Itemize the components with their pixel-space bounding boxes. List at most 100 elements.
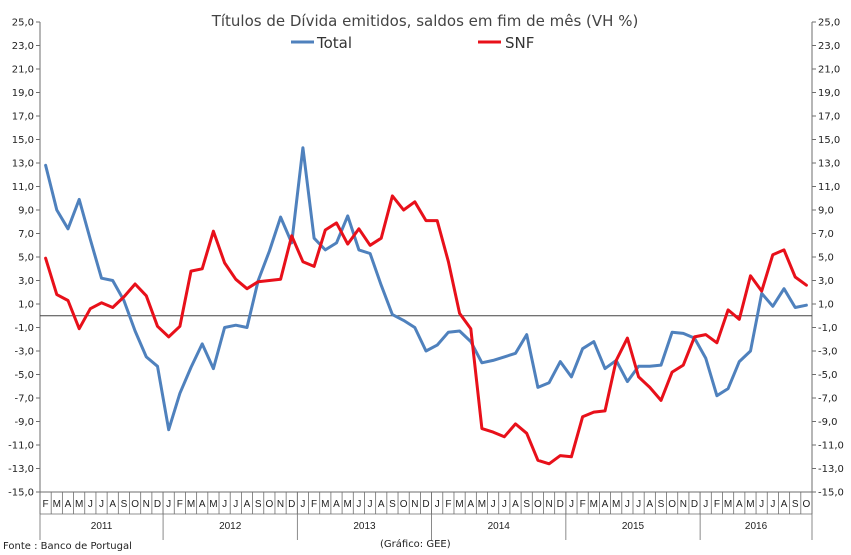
year-label: 2016 — [745, 521, 768, 532]
month-label: F — [714, 499, 720, 510]
y-tick-label-left: 17,0 — [12, 112, 34, 123]
y-tick-label-left: -13,0 — [8, 464, 34, 475]
month-label: F — [177, 499, 183, 510]
month-label: A — [199, 499, 206, 510]
y-tick-label-left: 23,0 — [12, 41, 34, 52]
y-tick-label-left: 21,0 — [12, 65, 34, 76]
month-label: A — [646, 499, 653, 510]
month-label: M — [344, 499, 352, 510]
month-label: J — [300, 499, 305, 510]
y-tick-label-left: -15,0 — [8, 488, 34, 499]
y-tick-label-left: 5,0 — [18, 253, 34, 264]
y-tick-label-left: -5,0 — [14, 370, 34, 381]
y-tick-label-right: 3,0 — [818, 276, 834, 287]
month-label: A — [781, 499, 788, 510]
month-label: J — [759, 499, 764, 510]
month-label: O — [265, 499, 273, 510]
month-label: O — [668, 499, 676, 510]
y-tick-label-right: 15,0 — [818, 135, 840, 146]
month-label: A — [333, 499, 340, 510]
month-label: N — [277, 499, 284, 510]
y-tick-label-left: -11,0 — [8, 441, 34, 452]
y-tick-label-right: 23,0 — [818, 41, 840, 52]
month-label: M — [455, 499, 463, 510]
y-tick-label-left: -3,0 — [14, 347, 34, 358]
legend-total-label: Total — [316, 34, 352, 52]
month-label: J — [703, 499, 708, 510]
legend-snf-label: SNF — [505, 34, 534, 52]
month-label: M — [53, 499, 61, 510]
month-label: A — [602, 499, 609, 510]
y-tick-label-right: -9,0 — [818, 417, 838, 428]
month-label: J — [368, 499, 373, 510]
y-tick-label-left: 9,0 — [18, 206, 34, 217]
y-tick-label-right: -3,0 — [818, 347, 838, 358]
y-tick-label-right: 7,0 — [818, 229, 834, 240]
month-label: A — [512, 499, 519, 510]
series-line-total — [44, 146, 808, 432]
month-label: A — [244, 499, 251, 510]
plot-area — [44, 146, 808, 466]
month-label: M — [746, 499, 754, 510]
month-label: M — [187, 499, 195, 510]
month-label: J — [356, 499, 361, 510]
month-label: J — [99, 499, 104, 510]
month-label: M — [590, 499, 598, 510]
y-tick-label-right: -13,0 — [818, 464, 844, 475]
year-label: 2011 — [91, 521, 113, 532]
y-tick-label-left: 11,0 — [12, 182, 34, 193]
month-label: D — [691, 499, 698, 510]
month-label: D — [288, 499, 295, 510]
month-label: D — [557, 499, 564, 510]
y-tick-label-left: 19,0 — [12, 88, 34, 99]
y-tick-label-right: -11,0 — [818, 441, 844, 452]
month-label: J — [569, 499, 574, 510]
month-label: N — [143, 499, 150, 510]
y-tick-label-left: 7,0 — [18, 229, 34, 240]
year-label: 2015 — [622, 521, 645, 532]
month-label: S — [389, 499, 396, 510]
y-tick-label-right: -15,0 — [818, 488, 844, 499]
y-tick-label-right: 13,0 — [818, 159, 840, 170]
month-label: F — [311, 499, 317, 510]
month-label: D — [422, 499, 429, 510]
month-label: M — [612, 499, 620, 510]
month-label: D — [154, 499, 161, 510]
y-tick-label-right: -7,0 — [818, 394, 838, 405]
month-label: N — [680, 499, 687, 510]
month-label: F — [580, 499, 586, 510]
month-label: S — [121, 499, 128, 510]
month-label: O — [803, 499, 811, 510]
month-label: S — [255, 499, 262, 510]
credit-note: (Gráfico: GEE) — [380, 538, 451, 550]
legend: Total SNF — [291, 34, 534, 52]
y-tick-label-left: -1,0 — [14, 323, 34, 334]
y-tick-label-right: 11,0 — [818, 182, 840, 193]
y-tick-label-right: 5,0 — [818, 253, 834, 264]
month-label: N — [411, 499, 418, 510]
year-label: 2013 — [353, 521, 376, 532]
month-label: S — [658, 499, 665, 510]
y-tick-label-right: 9,0 — [818, 206, 834, 217]
month-label: J — [625, 499, 630, 510]
y-tick-label-right: 17,0 — [818, 112, 840, 123]
month-label: M — [321, 499, 329, 510]
month-label: J — [491, 499, 496, 510]
year-label: 2012 — [219, 521, 242, 532]
month-label: A — [109, 499, 116, 510]
year-label: 2014 — [488, 521, 511, 532]
y-tick-label-left: 3,0 — [18, 276, 34, 287]
series-line-snf — [44, 194, 808, 466]
y-tick-label-right: 21,0 — [818, 65, 840, 76]
month-label: J — [770, 499, 775, 510]
source-note: Fonte : Banco de Portugal — [3, 541, 132, 552]
month-label: J — [502, 499, 507, 510]
y-tick-label-right: 19,0 — [818, 88, 840, 99]
month-label: M — [478, 499, 486, 510]
month-label: F — [445, 499, 451, 510]
month-label: M — [724, 499, 732, 510]
month-label: O — [534, 499, 542, 510]
month-label: O — [131, 499, 139, 510]
y-tick-label-right: 25,0 — [818, 18, 840, 29]
month-label: J — [166, 499, 171, 510]
